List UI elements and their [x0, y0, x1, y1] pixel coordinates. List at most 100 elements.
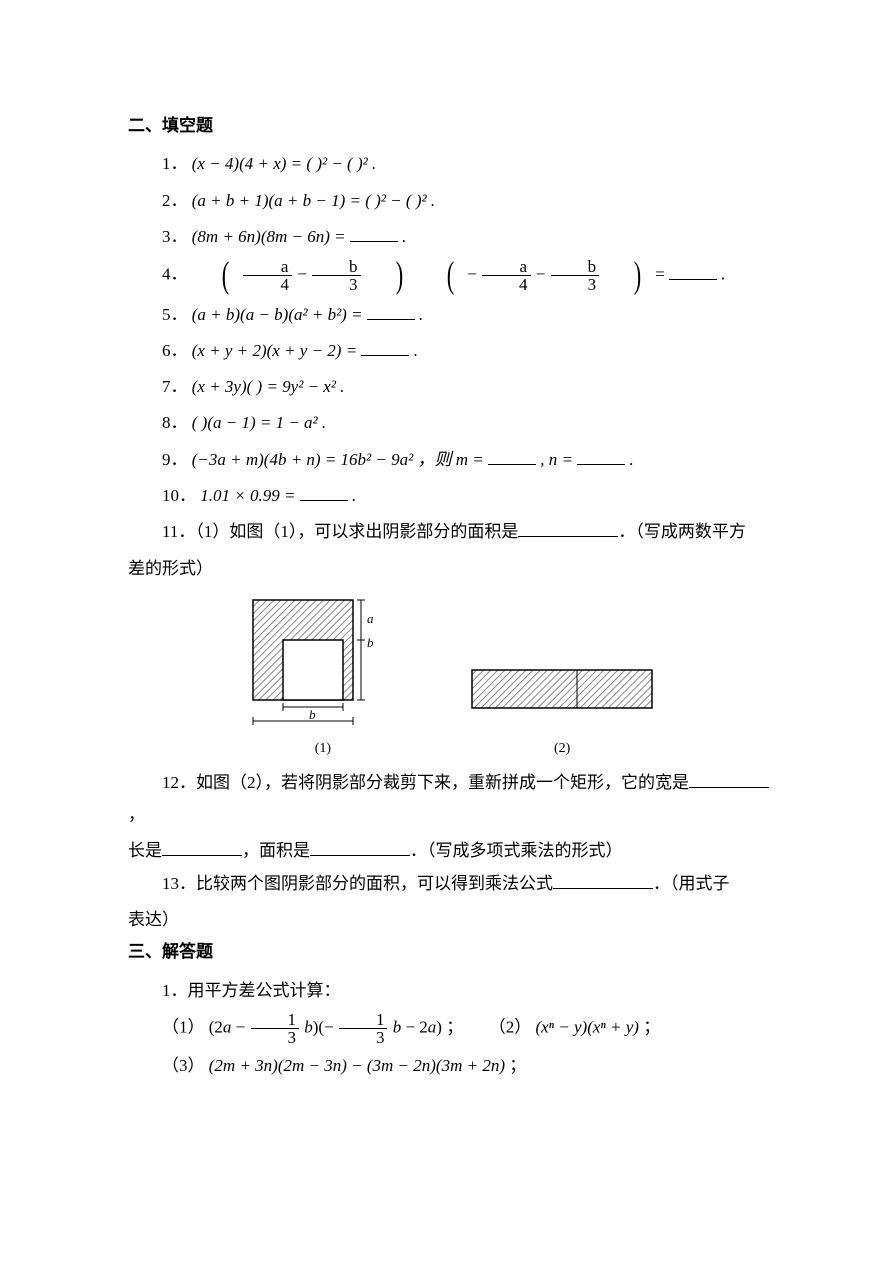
figure-1: b a a b	[243, 595, 403, 725]
q12-blank-1	[689, 770, 769, 788]
q7-num: 7．	[162, 377, 188, 396]
q13-a: 比较两个图阴影部分的面积，可以得到乘法公式	[196, 874, 553, 893]
b-p3-label: （3）	[162, 1056, 205, 1075]
q12-blank-2	[162, 838, 242, 856]
frac-b3b: b3	[550, 258, 601, 293]
b-p2-expr: (xⁿ − y)(xⁿ + y)	[535, 1017, 638, 1036]
q3-num: 3．	[162, 227, 188, 246]
q9-blank-n	[577, 447, 625, 465]
q6-num: 6．	[162, 341, 188, 360]
q12-cont: 长是 ，面积是 ．（写成多项式乘法的形式）	[128, 835, 772, 867]
q6-end: .	[414, 341, 418, 360]
fig1-a-hlabel: a	[296, 721, 303, 725]
q2-expr-c: )² .	[416, 191, 435, 210]
q12-e: ．（写成多项式乘法的形式）	[410, 841, 623, 860]
fig1-b-vlabel: b	[367, 635, 374, 650]
q11-text-a: （1）如图（1），可以求出阴影部分的面积是	[195, 522, 518, 541]
q1-num: 1．	[162, 154, 188, 173]
lparen-icon: (	[201, 257, 229, 294]
frac-a4: a4	[242, 258, 293, 293]
b-p2-label: （2）	[489, 1017, 532, 1036]
q9-num: 9．	[162, 450, 188, 469]
q4-end: .	[721, 265, 725, 284]
q12-blank-3	[310, 838, 410, 856]
b-p3-expr: (2m + 3n)(2m − 3n) − (3m − 2n)(3m + 2n)	[209, 1056, 505, 1075]
q12-num: 12．	[162, 773, 196, 792]
frac-13b: 13	[338, 1011, 389, 1046]
q12: 12．如图（2），若将阴影部分裁剪下来，重新拼成一个矩形，它的宽是 ，	[128, 767, 772, 832]
q6: 6． (x + y + 2)(x + y − 2) = .	[128, 335, 772, 367]
q9-sep: , n =	[540, 450, 577, 469]
q12-a: 如图（2），若将阴影部分裁剪下来，重新拼成一个矩形，它的宽是	[196, 773, 689, 792]
q12-b: ，	[128, 805, 145, 824]
q6-blank	[361, 338, 409, 356]
q11-num: 11．	[162, 522, 195, 541]
q7-expr: (x + 3y)( ) = 9y² − x² .	[192, 377, 345, 396]
q13-b: ．（用式子	[653, 874, 730, 893]
b-q1: 1．用平方差公式计算：	[128, 975, 772, 1007]
q2-expr-b: )² − (	[375, 191, 411, 210]
q4-blank	[669, 262, 717, 280]
q13: 13．比较两个图阴影部分的面积，可以得到乘法公式 ．（用式子	[128, 868, 772, 900]
q5-expr: (a + b)(a − b)(a² + b²) =	[192, 305, 367, 324]
section-2-title: 二、填空题	[128, 110, 772, 142]
q2: 2． (a + b + 1)(a + b − 1) = ( )² − ( )² …	[128, 185, 772, 217]
q7: 7． (x + 3y)( ) = 9y² − x² .	[128, 371, 772, 403]
q1-expr-c: )² .	[357, 154, 376, 173]
q11-blank	[518, 519, 618, 537]
frac-13a: 13	[250, 1011, 301, 1046]
q8-expr: ( )(a − 1) = 1 − a² .	[192, 413, 326, 432]
q13-num: 13．	[162, 874, 196, 893]
fig1-caption: (1)	[243, 736, 403, 763]
q3-end: .	[402, 227, 406, 246]
b-p1-sep: ；	[446, 1017, 463, 1036]
q9: 9． (−3a + m)(4b + n) = 16b² − 9a² ，则 m =…	[128, 444, 772, 476]
q2-num: 2．	[162, 191, 188, 210]
q5-end: .	[419, 305, 423, 324]
q10-num: 10．	[162, 486, 196, 505]
fig2-caption: (2)	[467, 736, 657, 763]
q9-expr-a: (−3a + m)(4b + n) = 16b² − 9a² ，则 m =	[192, 450, 488, 469]
q13-blank	[553, 871, 653, 889]
q5: 5． (a + b)(a − b)(a² + b²) = .	[128, 299, 772, 331]
b-q1-parts: （1） (2a − 13 b)(− 13 b − 2a) ； （2） (xⁿ −…	[128, 1011, 772, 1046]
q4-num: 4．	[162, 265, 188, 284]
q11-cont: 差的形式）	[128, 553, 772, 585]
q10-end: .	[352, 486, 356, 505]
q10-expr: 1.01 × 0.99 =	[200, 486, 299, 505]
q9-end: .	[629, 450, 633, 469]
q2-expr-a: (a + b + 1)(a + b − 1) = (	[192, 191, 371, 210]
rparen-icon: )	[375, 257, 403, 294]
q6-expr: (x + y + 2)(x + y − 2) =	[192, 341, 362, 360]
q12-c: 长是	[128, 841, 162, 860]
b-q1-text: 用平方差公式计算：	[188, 981, 341, 1000]
q3-blank	[350, 224, 398, 242]
q8: 8． ( )(a − 1) = 1 − a² .	[128, 407, 772, 439]
figure-2	[467, 665, 657, 725]
q10: 10． 1.01 × 0.99 = .	[128, 480, 772, 512]
rparen-icon: )	[614, 257, 642, 294]
q5-num: 5．	[162, 305, 188, 324]
q10-blank	[300, 483, 348, 501]
q11: 11．（1）如图（1），可以求出阴影部分的面积是．（写成两数平方	[128, 516, 772, 548]
frac-a4b: a4	[481, 258, 532, 293]
q12-d: ，面积是	[242, 841, 310, 860]
q8-num: 8．	[162, 413, 188, 432]
q3-expr: (8m + 6n)(8m − 6n) =	[192, 227, 350, 246]
b-p1-label: （1）	[162, 1017, 205, 1036]
b-p2-sep: ；	[643, 1017, 660, 1036]
q3: 3． (8m + 6n)(8m − 6n) = .	[128, 221, 772, 253]
q9-blank-m	[488, 447, 536, 465]
fig1-b-label: b	[309, 707, 316, 722]
fig1-a-vlabel: a	[367, 611, 374, 626]
b-p3-sep: ；	[509, 1056, 526, 1075]
b-q1-part3: （3） (2m + 3n)(2m − 3n) − (3m − 2n)(3m + …	[128, 1050, 772, 1082]
frac-b3: b3	[311, 258, 362, 293]
figure-row: b a a b (1) (2)	[128, 595, 772, 763]
q4: 4． ( a4 − b3 ) ( − a4 − b3 ) = .	[128, 257, 772, 294]
q5-blank	[367, 302, 415, 320]
section-3-title: 三、解答题	[128, 936, 772, 968]
q1: 1． (x − 4)(4 + x) = ( )² − ( )² .	[128, 148, 772, 180]
lparen-icon: (	[426, 257, 454, 294]
q1-expr-a: (x − 4)(4 + x) = (	[192, 154, 312, 173]
